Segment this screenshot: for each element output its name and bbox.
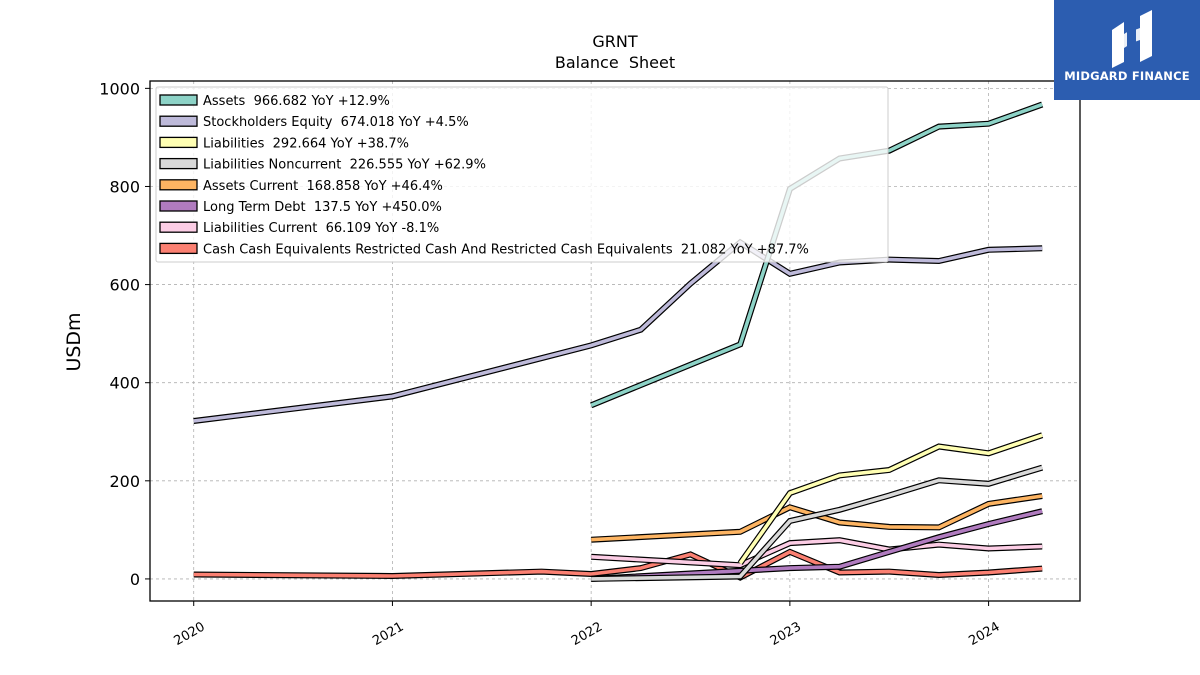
y-tick-label: 200 xyxy=(109,472,140,491)
legend-entry: Assets Current 168.858 YoY +46.4% xyxy=(203,179,443,194)
x-tick-label: 2020 xyxy=(172,619,208,649)
legend-swatch xyxy=(159,94,198,106)
legend-entry: Liabilities 292.664 YoY +38.7% xyxy=(203,136,409,151)
legend-swatch xyxy=(159,115,198,127)
x-tick-label: 2023 xyxy=(768,619,804,649)
y-tick-label: 600 xyxy=(109,276,140,295)
y-tick-label: 800 xyxy=(109,177,140,196)
x-tick-label: 2024 xyxy=(966,619,1002,649)
series-line xyxy=(738,433,1043,565)
chart-title: GRNT xyxy=(592,32,637,51)
y-tick-label: 400 xyxy=(109,374,140,393)
legend-swatch xyxy=(159,200,198,212)
legend-swatch xyxy=(159,179,198,191)
logo-mark-icon xyxy=(1112,10,1152,68)
legend-box xyxy=(155,86,889,263)
legend-swatch xyxy=(159,242,198,255)
legend-swatch xyxy=(159,157,198,170)
x-tick-label: 2021 xyxy=(370,619,406,649)
legend-entry: Long Term Debt 137.5 YoY +450.0% xyxy=(203,200,442,215)
legend-swatch xyxy=(159,136,198,149)
y-axis-label: USDm xyxy=(63,312,85,371)
legend-entry: Assets 966.682 YoY +12.9% xyxy=(203,94,390,109)
logo-text: MIDGARD FINANCE xyxy=(1064,69,1190,83)
series-line xyxy=(591,465,1043,581)
series-line xyxy=(591,509,1043,581)
series-line xyxy=(591,538,1043,568)
legend-entry: Liabilities Current 66.109 YoY -8.1% xyxy=(203,221,439,236)
legend-entry: Stockholders Equity 674.018 YoY +4.5% xyxy=(203,115,469,130)
y-tick-label: 1000 xyxy=(99,79,140,98)
legend-swatch xyxy=(159,221,198,233)
x-tick-label: 2022 xyxy=(569,619,605,649)
plot-frame xyxy=(149,80,1081,602)
legend-entry: Liabilities Noncurrent 226.555 YoY +62.9… xyxy=(203,158,486,173)
legend-entry: Cash Cash Equivalents Restricted Cash An… xyxy=(203,242,809,257)
legend: Assets 966.682 YoY +12.9% Stockholders Eq… xyxy=(155,86,889,263)
midgard-finance-logo: MIDGARD FINANCE xyxy=(1054,0,1200,100)
series-line xyxy=(591,494,1043,542)
y-tick-label: 0 xyxy=(130,570,140,589)
chart-subtitle: Balance Sheet xyxy=(555,53,675,72)
